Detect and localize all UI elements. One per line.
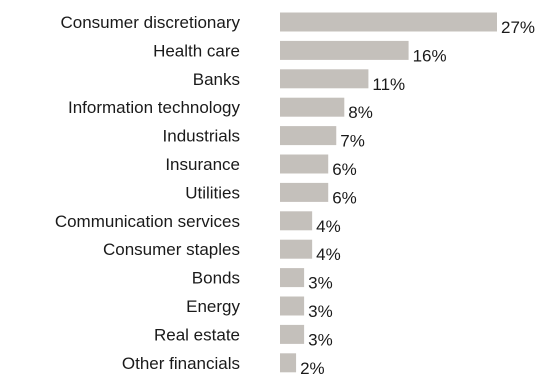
bar-energy xyxy=(280,296,305,316)
value-label-health-care: 16% xyxy=(413,46,447,65)
category-label-consumer-staples: Consumer staples xyxy=(103,240,240,259)
category-label-insurance: Insurance xyxy=(165,155,240,174)
value-label-bonds: 3% xyxy=(308,274,333,293)
category-label-real-estate: Real estate xyxy=(154,325,240,344)
value-label-banks: 11% xyxy=(372,75,405,94)
category-label-communication-services: Communication services xyxy=(55,212,240,231)
category-labels: Consumer discretionary Health care Banks In… xyxy=(55,13,241,373)
value-label-industrials: 7% xyxy=(340,132,365,151)
category-label-industrials: Industrials xyxy=(163,127,240,146)
bar-communication-services xyxy=(280,211,313,231)
category-label-bonds: Bonds xyxy=(192,269,240,288)
category-label-information-technology: Information technology xyxy=(68,98,240,117)
bar-information-technology xyxy=(280,97,345,117)
bar-other-financials xyxy=(280,353,297,373)
value-label-energy: 3% xyxy=(308,302,333,321)
value-label-utilities: 6% xyxy=(332,188,357,207)
bar-consumer-staples xyxy=(280,239,313,259)
bar-industrials xyxy=(280,126,337,146)
bar-insurance xyxy=(280,154,329,174)
value-label-other-financials: 2% xyxy=(300,359,325,374)
bar-bonds xyxy=(280,268,305,288)
category-label-energy: Energy xyxy=(186,297,240,316)
value-label-consumer-staples: 4% xyxy=(316,245,341,264)
value-label-consumer-discretionary: 27% xyxy=(501,18,535,37)
bar-utilities xyxy=(280,182,329,202)
category-label-consumer-discretionary: Consumer discretionary xyxy=(60,13,240,32)
category-label-health-care: Health care xyxy=(153,41,240,60)
bar-consumer-discretionary xyxy=(280,12,497,32)
value-label-insurance: 6% xyxy=(332,160,357,179)
category-label-banks: Banks xyxy=(193,70,240,89)
bar-real-estate xyxy=(280,324,305,344)
value-labels: 27% 16% 11% 8% 7% 6% 6% 4% 4% 3% 3% 3% 2% xyxy=(300,18,535,374)
bar-health-care xyxy=(280,40,409,60)
value-label-real-estate: 3% xyxy=(308,330,333,349)
value-label-communication-services: 4% xyxy=(316,217,341,236)
bars xyxy=(280,12,497,373)
category-label-utilities: Utilities xyxy=(185,183,240,202)
bar-banks xyxy=(280,69,369,89)
value-label-information-technology: 8% xyxy=(348,103,373,122)
category-label-other-financials: Other financials xyxy=(122,354,240,373)
